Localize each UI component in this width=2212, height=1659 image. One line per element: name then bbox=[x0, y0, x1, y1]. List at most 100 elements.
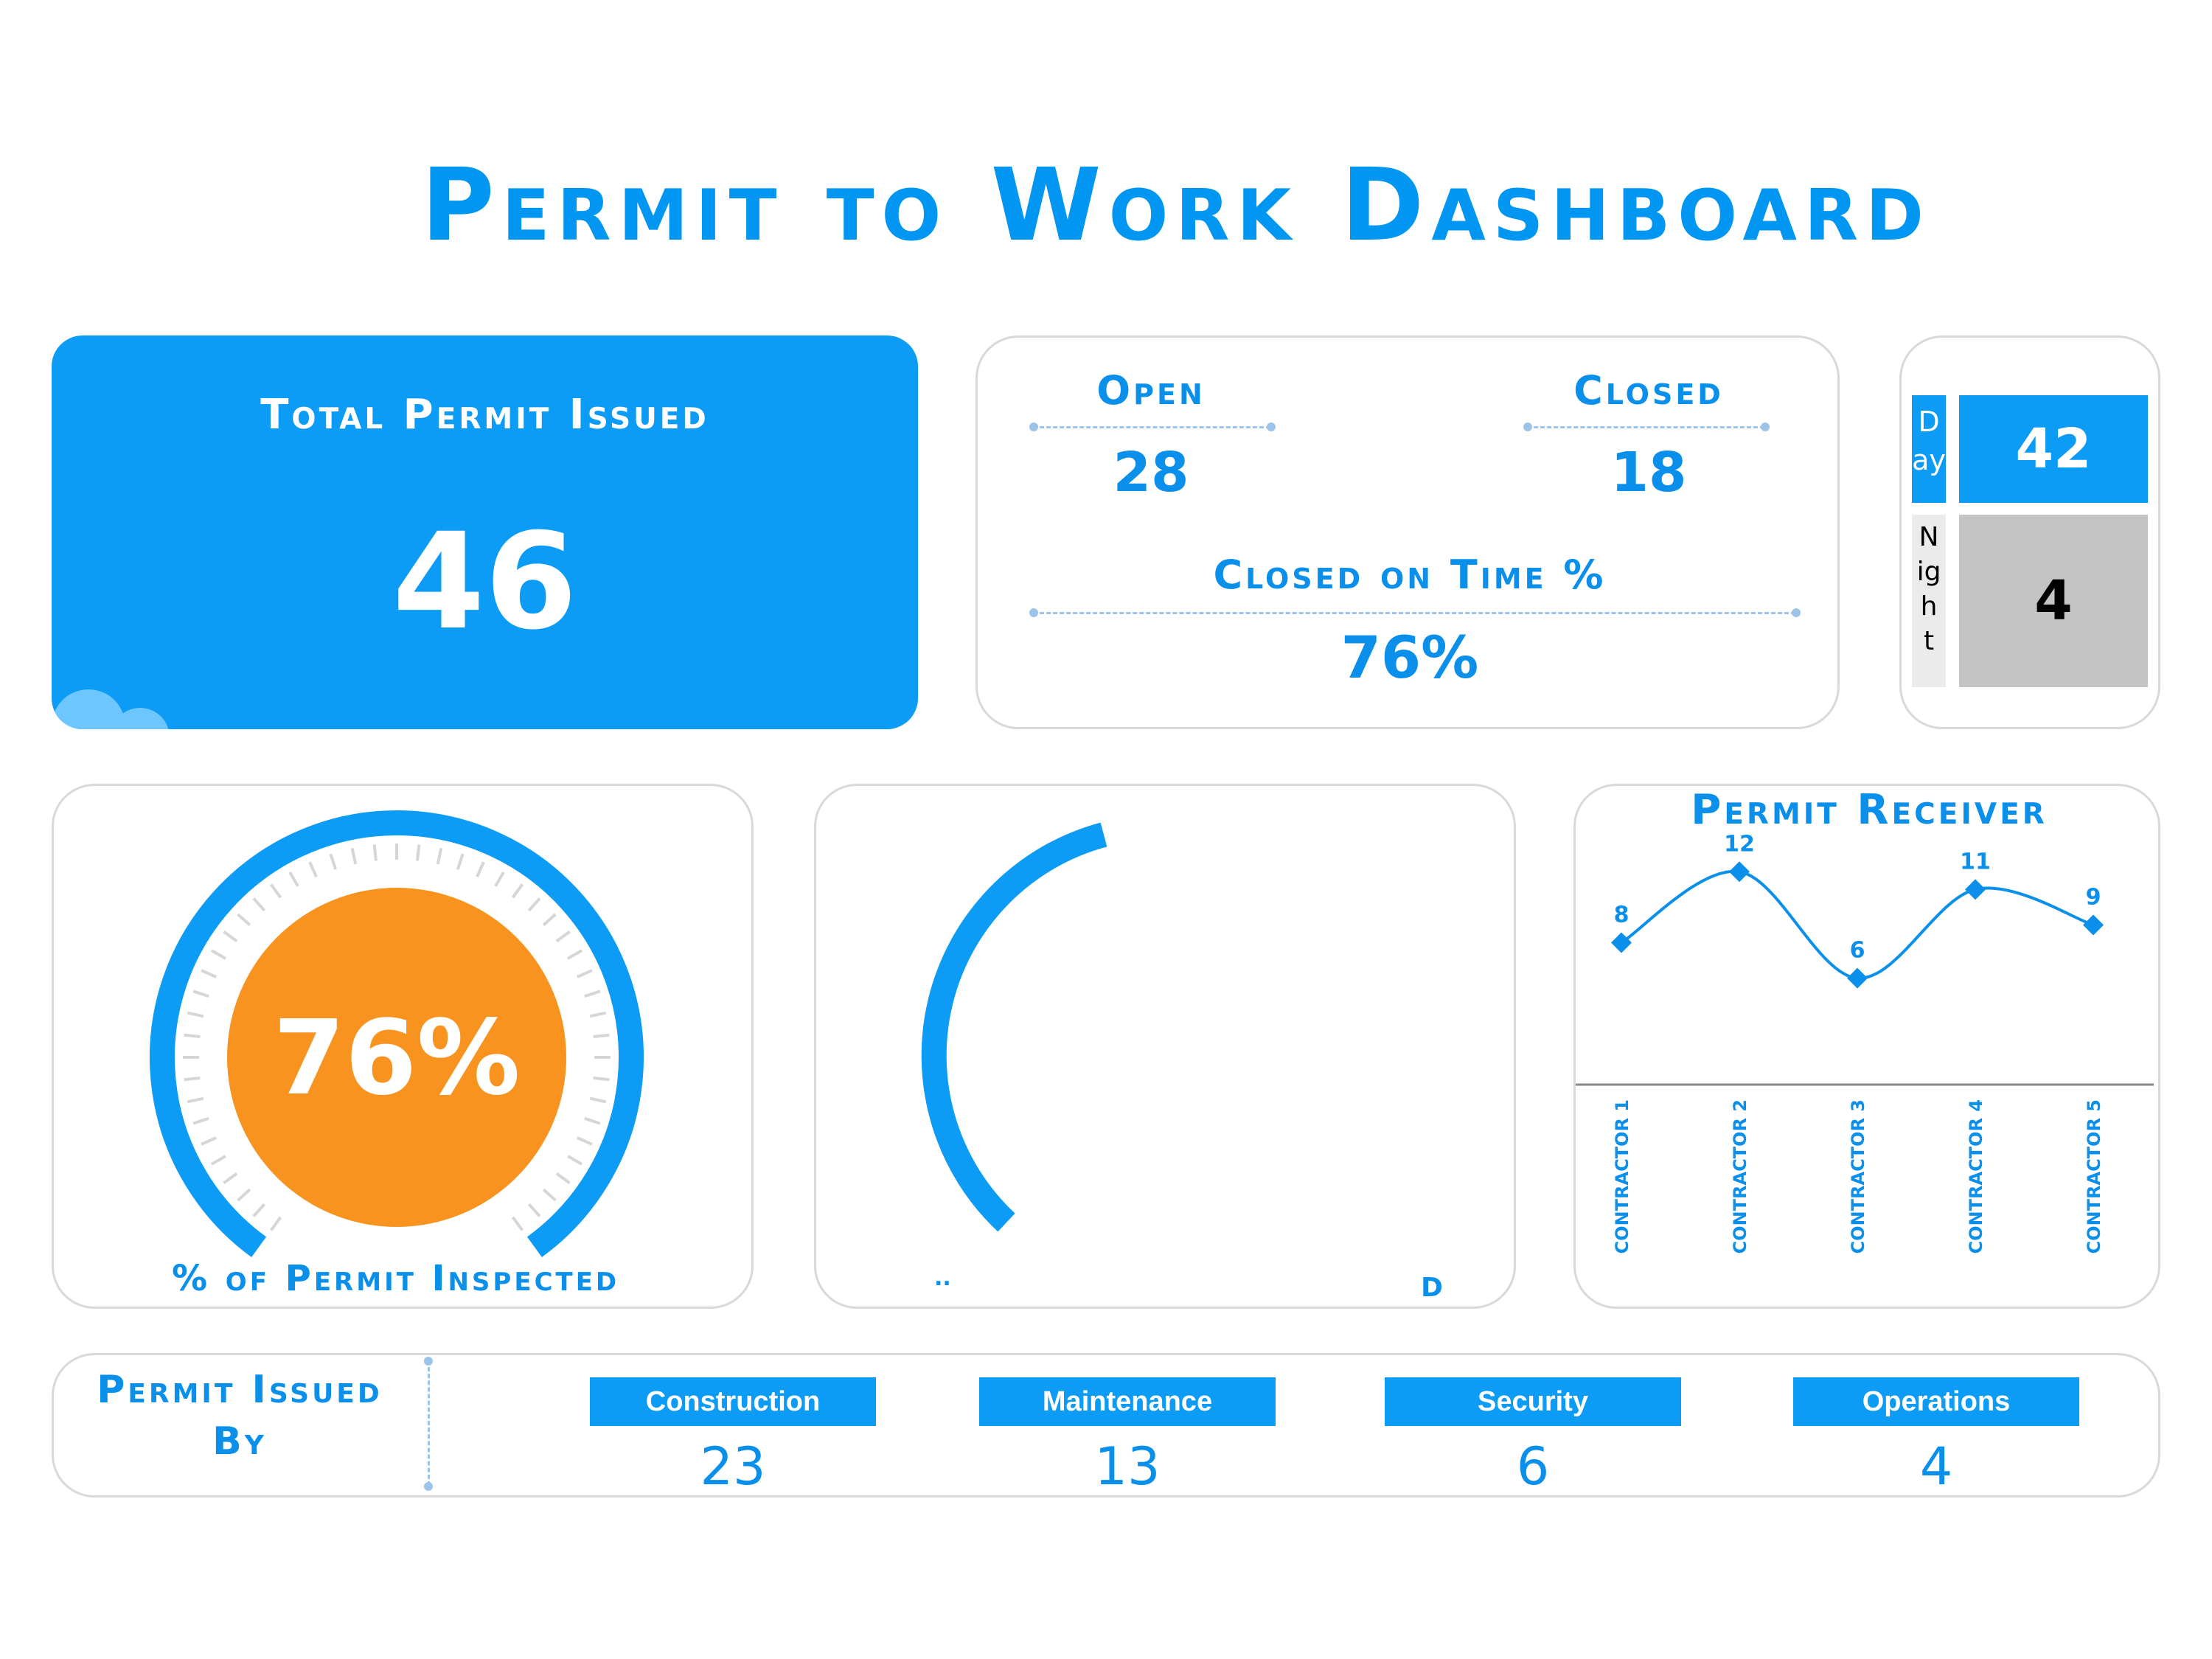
x-tick-label: CONTRACTOR 5 bbox=[2084, 1099, 2104, 1253]
dept-value-maintenance: 13 bbox=[1094, 1436, 1161, 1497]
gauge-tick bbox=[269, 883, 282, 899]
gauge-tick bbox=[436, 847, 443, 865]
night-value: 4 bbox=[1959, 515, 2148, 687]
gauge-tick bbox=[184, 1033, 201, 1038]
open-value: 28 bbox=[1113, 441, 1189, 504]
page-title: Permit to Work Dashboard bbox=[420, 147, 1932, 264]
night-label-1: N bbox=[1919, 522, 1939, 552]
gauge-tick bbox=[511, 1216, 524, 1231]
data-label: 6 bbox=[1850, 938, 1865, 964]
closed-on-time-label: Closed on Time % bbox=[1213, 552, 1607, 598]
dept-value-construction: 23 bbox=[700, 1436, 766, 1497]
gauge-tick bbox=[555, 1172, 571, 1185]
gauge-tick bbox=[567, 1155, 583, 1166]
second-gauge-arc bbox=[921, 822, 1107, 1232]
gauge-tick bbox=[527, 1203, 541, 1217]
data-point bbox=[1965, 879, 1986, 900]
gauge-tick bbox=[577, 969, 593, 978]
dept-label-operations: Operations bbox=[1793, 1377, 2079, 1426]
inspected-gauge bbox=[150, 810, 644, 1257]
permit-receiver-card: Permit Receiver 8 CONTRACTOR 1 12 CONTRACTO… bbox=[1573, 784, 2160, 1309]
gauge-tick bbox=[184, 1077, 201, 1082]
data-point bbox=[2083, 914, 2104, 936]
night-label-2: ig bbox=[1916, 557, 1941, 587]
gauge-center-circle bbox=[227, 888, 566, 1227]
x-tick-label: CONTRACTOR 3 bbox=[1848, 1099, 1868, 1253]
gauge-tick bbox=[593, 1077, 610, 1082]
open-divider bbox=[1033, 426, 1270, 428]
divider-dot bbox=[1523, 422, 1532, 431]
gauge-tick bbox=[201, 969, 217, 978]
day-label-2: ay bbox=[1912, 444, 1946, 476]
data-label: 9 bbox=[2086, 884, 2101, 910]
permit-receiver-chart: 8 CONTRACTOR 1 12 CONTRACTOR 2 6 CONTRACTOR 3… bbox=[1576, 831, 2154, 1253]
day-label-1: D bbox=[1918, 406, 1940, 438]
issued-by-label-line2: By bbox=[212, 1419, 267, 1464]
gauge-tick bbox=[210, 949, 226, 960]
data-point bbox=[1611, 932, 1632, 953]
gauge-tick bbox=[567, 949, 583, 960]
gauge-tick bbox=[494, 871, 505, 887]
divider-dot bbox=[1029, 422, 1038, 431]
x-tick-label: CONTRACTOR 4 bbox=[1966, 1099, 1986, 1253]
shift-card: D ay 42 N ig h t 4 bbox=[1899, 335, 2160, 729]
second-gauge-label-left: .. bbox=[934, 1265, 951, 1291]
total-permit-card: Total Permit Issued 46 bbox=[52, 335, 918, 729]
gauge-tick bbox=[542, 913, 557, 927]
gauge-tick bbox=[456, 853, 465, 870]
data-point bbox=[1729, 861, 1750, 883]
gauge-tick bbox=[416, 844, 421, 861]
second-gauge-card: .. D bbox=[814, 784, 1516, 1309]
second-gauge-label-right: D bbox=[1421, 1273, 1443, 1303]
gauge-ticks bbox=[183, 844, 611, 1231]
closed-value: 18 bbox=[1610, 441, 1687, 504]
gauge-tick bbox=[201, 1136, 217, 1146]
divider-dot bbox=[1792, 608, 1801, 617]
gauge-tick bbox=[252, 1203, 266, 1217]
issued-by-divider bbox=[428, 1360, 430, 1486]
inspected-label: % of Permit Inspected bbox=[172, 1258, 620, 1299]
gauge-tick bbox=[329, 853, 338, 870]
gauge-tick bbox=[223, 930, 238, 943]
data-label: 12 bbox=[1724, 831, 1755, 857]
gauge-tick bbox=[527, 897, 541, 912]
open-label: Open bbox=[1096, 367, 1206, 414]
gauge-tick bbox=[589, 1011, 607, 1018]
gauge-tick bbox=[593, 1033, 610, 1038]
divider-dot bbox=[1267, 422, 1276, 431]
data-label: 8 bbox=[1614, 902, 1630, 928]
second-gauge bbox=[921, 822, 1107, 1232]
gauge-tick bbox=[187, 1096, 204, 1104]
divider-dot bbox=[424, 1482, 433, 1491]
x-tick-label: CONTRACTOR 1 bbox=[1612, 1099, 1632, 1253]
gauge-tick bbox=[555, 930, 571, 943]
closed-divider bbox=[1527, 426, 1764, 428]
cloud-decoration bbox=[52, 675, 192, 729]
gauge-tick bbox=[589, 1096, 607, 1104]
chart-title: Permit Receiver bbox=[1691, 786, 2048, 834]
gauge-tick bbox=[192, 1116, 209, 1125]
gauge-tick bbox=[511, 883, 524, 899]
total-permit-label: Total Permit Issued bbox=[260, 391, 709, 439]
issued-by-label-line1: Permit Issued bbox=[97, 1368, 383, 1412]
gauge-tick bbox=[584, 1116, 601, 1125]
day-tab: D ay bbox=[1912, 395, 1946, 503]
data-point bbox=[1847, 967, 1868, 989]
divider-dot bbox=[424, 1357, 433, 1366]
gauge-tick bbox=[350, 847, 358, 865]
divider-dot bbox=[1761, 422, 1770, 431]
dept-label-maintenance: Maintenance bbox=[979, 1377, 1276, 1426]
divider-dot bbox=[1029, 608, 1038, 617]
night-tab: N ig h t bbox=[1912, 515, 1946, 687]
dept-label-construction: Construction bbox=[590, 1377, 876, 1426]
gauge-arc bbox=[150, 810, 644, 1257]
gauge-tick bbox=[269, 1216, 282, 1231]
night-label-4: t bbox=[1923, 626, 1935, 656]
gauge-tick bbox=[192, 990, 209, 998]
gauge-tick bbox=[577, 1136, 593, 1146]
dept-value-operations: 4 bbox=[1919, 1436, 1953, 1497]
gauge-tick bbox=[210, 1155, 226, 1166]
gauge-tick bbox=[237, 913, 251, 927]
gauge-tick bbox=[308, 861, 318, 877]
closed-on-time-divider bbox=[1033, 612, 1795, 614]
